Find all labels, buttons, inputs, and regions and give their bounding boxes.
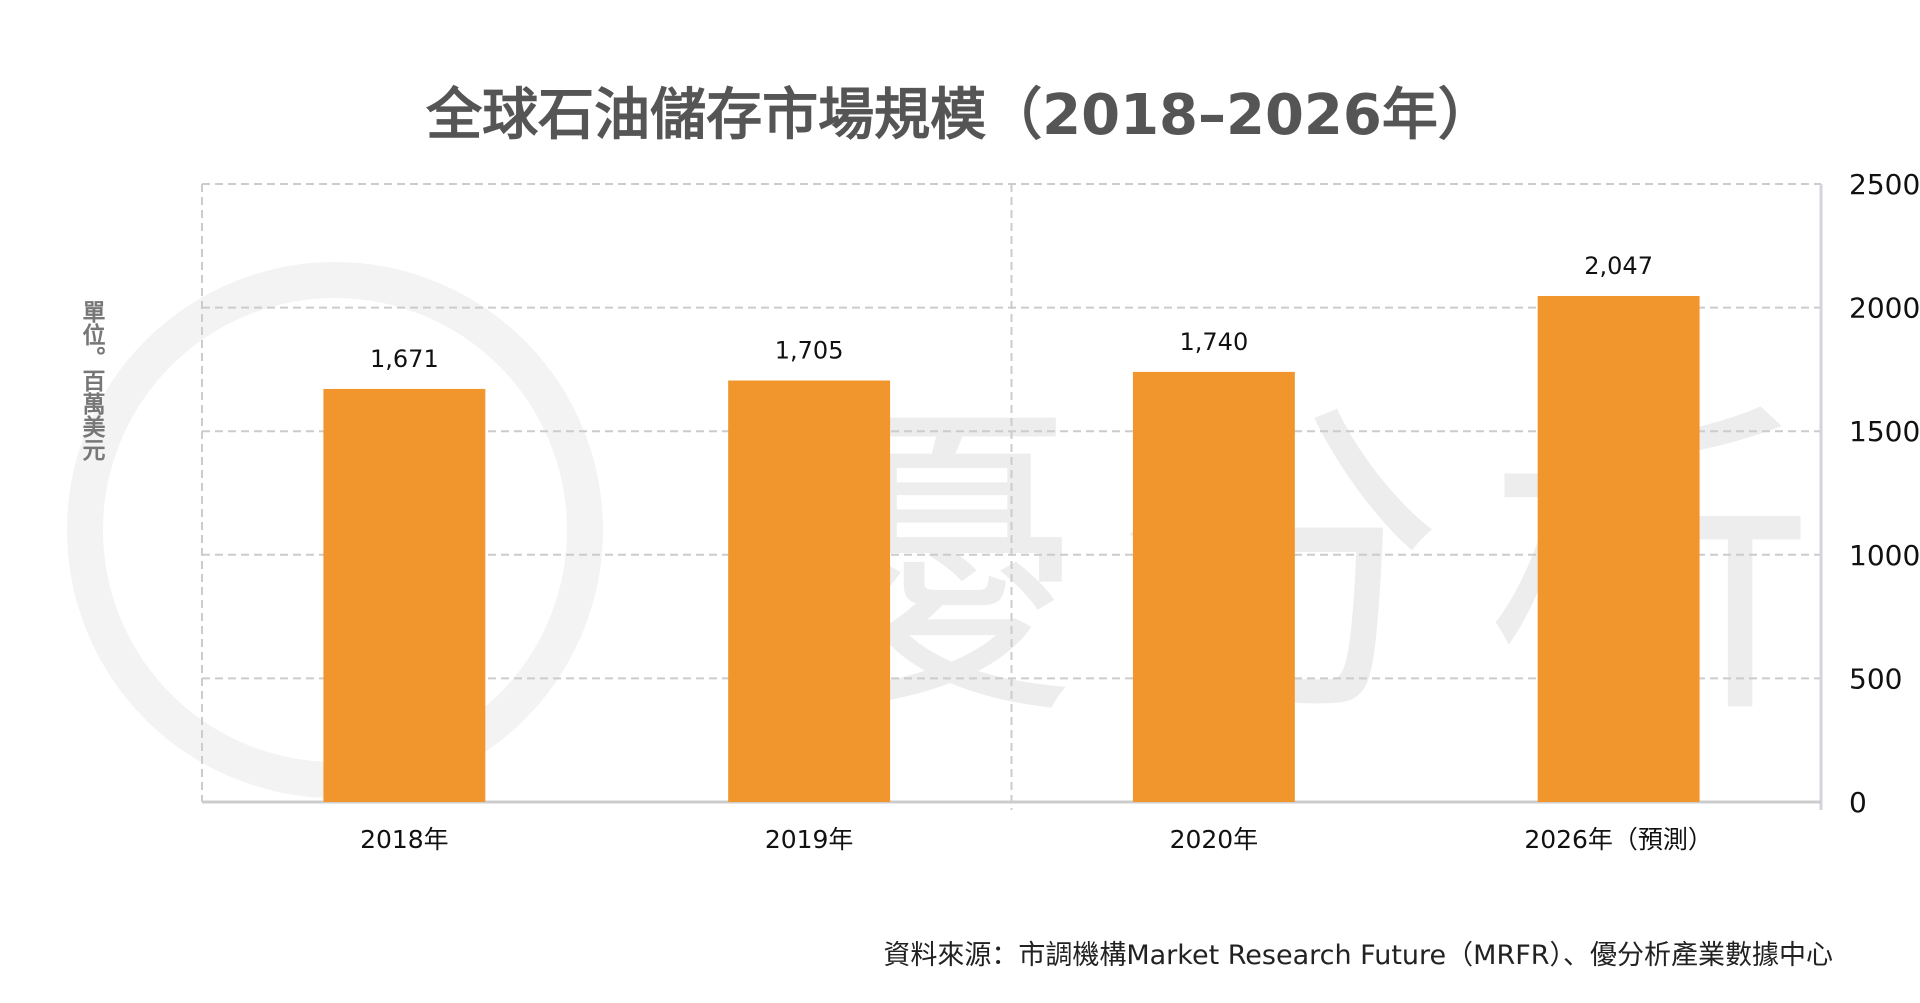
bar <box>1132 371 1295 802</box>
y-tick-label: 1000 <box>1849 539 1920 572</box>
data-label: 1,740 <box>1180 328 1249 356</box>
data-label: 2,047 <box>1584 252 1653 280</box>
x-tick-label: 2019年 <box>765 825 854 854</box>
y-tick-label: 2500 <box>1849 168 1920 201</box>
data-label: 1,671 <box>370 345 439 373</box>
x-tick-label: 2018年 <box>360 825 449 854</box>
bar <box>1537 295 1700 802</box>
y-tick-label: 0 <box>1849 786 1867 819</box>
data-label: 1,705 <box>775 337 844 365</box>
bar <box>728 380 891 802</box>
bar <box>323 388 486 802</box>
y-axis-label: 單位。百萬美元 <box>78 300 104 461</box>
source-note: 資料來源：市調機構Market Research Future（MRFR）、優分… <box>883 940 1833 971</box>
x-tick-label: 2026年（預測） <box>1524 825 1713 854</box>
y-tick-label: 1500 <box>1849 415 1920 448</box>
y-tick-label: 500 <box>1849 662 1902 695</box>
chart-title: 全球石油儲存市場規模（2018–2026年） <box>426 83 1494 148</box>
y-tick-label: 2000 <box>1849 292 1920 325</box>
x-tick-label: 2020年 <box>1170 825 1259 854</box>
